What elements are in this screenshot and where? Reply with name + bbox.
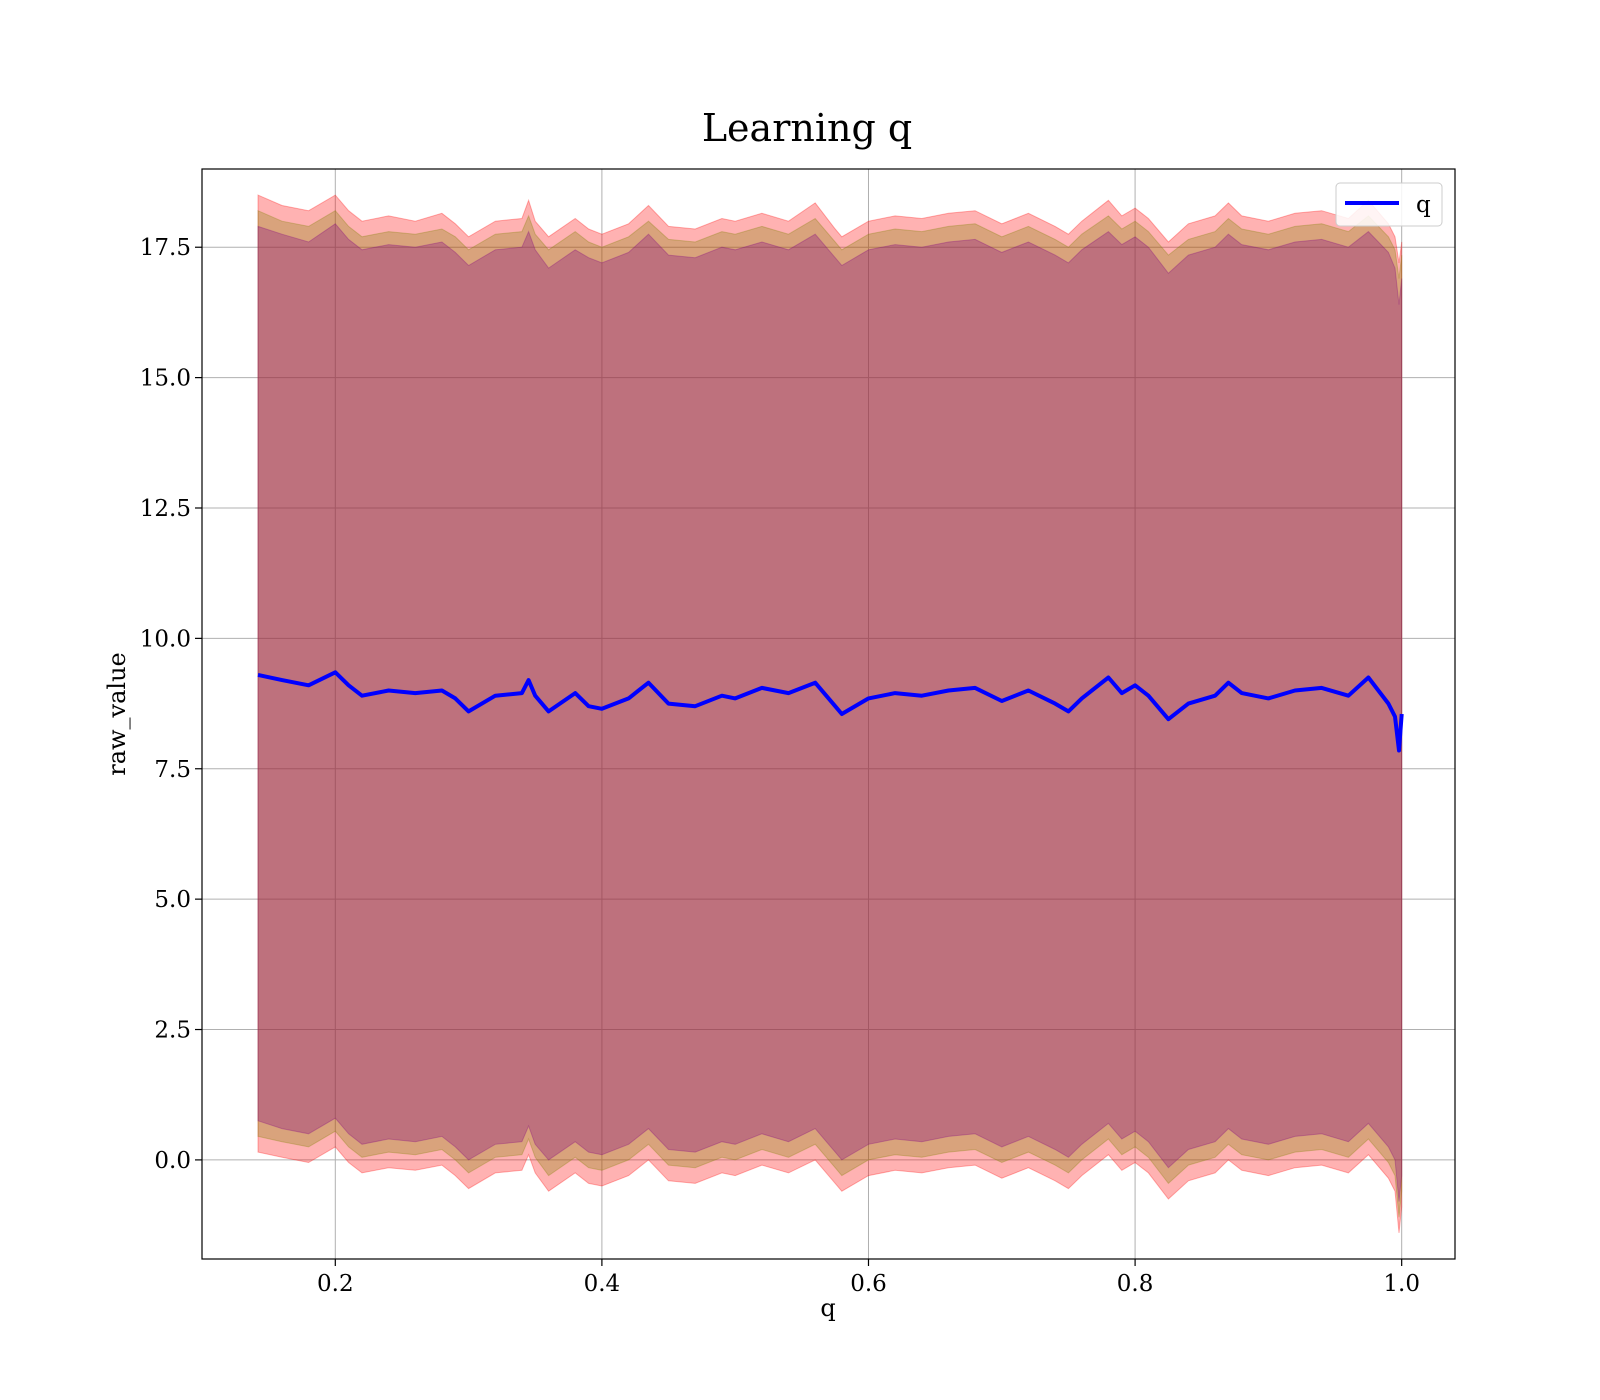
- confidence-band-1: [257, 194, 1403, 1233]
- confidence-band-3: [257, 223, 1403, 1202]
- chart-title: Learning q: [702, 106, 912, 150]
- x-tick-label: 0.4: [584, 1271, 621, 1297]
- y-tick-label: 10.0: [140, 626, 191, 652]
- x-tick-label: 1.0: [1383, 1271, 1420, 1297]
- legend: q: [1335, 182, 1443, 227]
- x-tick-label: 0.6: [850, 1271, 887, 1297]
- y-axis-label: raw_value: [103, 652, 131, 776]
- x-axis-ticks: 0.2 0.4 0.6 0.8 1.0: [317, 1259, 1420, 1297]
- y-tick-label: 2.5: [154, 1018, 191, 1044]
- bands: [257, 194, 1403, 1233]
- x-tick-label: 0.8: [1117, 1271, 1154, 1297]
- x-axis-label: q: [820, 1294, 835, 1322]
- legend-label-q: q: [1416, 192, 1431, 218]
- plot-frame: [201, 168, 1456, 1260]
- series-line-q: [257, 670, 1404, 753]
- confidence-band-2: [257, 209, 1403, 1218]
- y-tick-label: 0.0: [154, 1148, 191, 1174]
- x-tick-label: 0.2: [317, 1271, 354, 1297]
- series-lines: [257, 670, 1404, 753]
- y-tick-label: 12.5: [140, 496, 191, 522]
- y-tick-label: 5.0: [154, 887, 191, 913]
- y-tick-label: 7.5: [154, 757, 191, 783]
- y-tick-label: 17.5: [140, 235, 191, 261]
- y-axis-ticks: 0.0 2.5 5.0 7.5 10.0 12.5 15.0 17.5: [140, 235, 202, 1174]
- y-tick-label: 15.0: [140, 366, 191, 392]
